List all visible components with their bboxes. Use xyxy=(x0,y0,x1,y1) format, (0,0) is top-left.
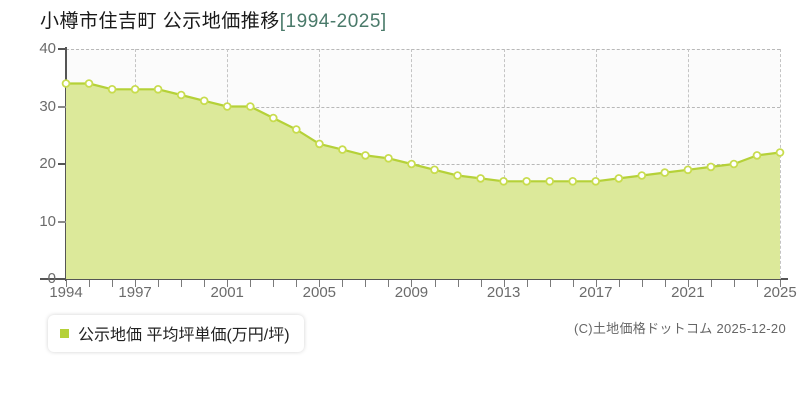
x-axis-tick xyxy=(158,280,160,287)
x-axis-label: 1994 xyxy=(49,284,83,301)
gridline-vertical xyxy=(411,49,413,279)
x-axis-tick xyxy=(204,280,206,287)
gridline-horizontal xyxy=(66,221,780,223)
x-axis-tick xyxy=(664,280,666,287)
y-axis-tick xyxy=(58,48,67,50)
x-axis-tick xyxy=(66,280,67,287)
x-axis-tick xyxy=(89,280,91,287)
x-axis-tick xyxy=(457,280,459,287)
x-axis-tick xyxy=(710,280,712,287)
x-axis-tick xyxy=(756,280,758,287)
x-axis-line xyxy=(40,278,788,280)
gridline-vertical xyxy=(595,49,597,279)
gridline-vertical xyxy=(780,49,781,279)
x-axis-label: 2009 xyxy=(394,284,429,301)
legend-label: 公示地価 平均坪単価(万円/坪) xyxy=(78,327,290,344)
x-axis-tick xyxy=(618,280,620,287)
chart-title-main: 小樽市住吉町 公示地価推移 xyxy=(40,11,280,32)
gridline-vertical xyxy=(503,49,505,279)
x-axis-tick xyxy=(526,280,528,287)
x-axis-tick xyxy=(780,280,781,287)
x-axis-tick xyxy=(112,280,114,287)
chart-title: 小樽市住吉町 公示地価推移[1994-2025] xyxy=(40,6,387,33)
y-axis-label: 20 xyxy=(39,155,56,172)
x-axis-label: 2021 xyxy=(671,284,705,301)
x-axis-tick xyxy=(641,280,643,287)
x-axis-label: 1997 xyxy=(118,284,152,301)
x-axis-label: 2013 xyxy=(486,284,521,301)
x-axis-tick xyxy=(365,280,367,287)
y-axis-label: 30 xyxy=(39,97,56,115)
gridline-vertical xyxy=(135,49,137,279)
y-axis-label: 10 xyxy=(39,212,56,230)
x-axis-tick xyxy=(250,280,252,287)
gridline-vertical xyxy=(687,49,689,279)
y-axis-label: 0 xyxy=(47,270,56,287)
x-axis-label: 2001 xyxy=(210,284,244,301)
chart-title-range: [1994-2025] xyxy=(279,11,387,32)
x-axis-tick xyxy=(273,280,275,287)
legend: 公示地価 平均坪単価(万円/坪) xyxy=(48,315,304,352)
x-axis-tick xyxy=(296,280,298,287)
gridline-horizontal xyxy=(66,164,780,165)
x-axis-label: 2025 xyxy=(763,284,797,301)
x-axis-tick xyxy=(572,280,574,287)
x-axis-tick xyxy=(227,280,229,287)
x-axis-tick xyxy=(411,280,413,287)
copyright-notice: (C)土地価格ドットコム 2025-12-20 xyxy=(573,321,786,336)
x-axis-tick xyxy=(480,280,482,287)
x-axis-tick xyxy=(434,280,436,287)
x-axis-tick xyxy=(181,280,183,287)
y-axis-tick xyxy=(58,105,67,108)
gridline-vertical xyxy=(227,49,229,279)
legend-swatch-icon xyxy=(60,328,69,338)
gridline-vertical xyxy=(319,49,321,279)
x-axis-tick xyxy=(503,280,505,287)
x-axis-tick xyxy=(687,280,689,287)
gridline-horizontal xyxy=(66,106,780,108)
x-axis-tick xyxy=(595,280,597,287)
x-axis-label: 2017 xyxy=(579,284,613,301)
x-axis-tick xyxy=(549,280,551,287)
y-axis-label: 40 xyxy=(39,40,56,57)
y-axis-tick xyxy=(58,220,67,223)
x-axis-tick xyxy=(388,280,390,287)
x-axis-label: 2005 xyxy=(302,284,337,301)
x-axis-tick xyxy=(135,280,137,287)
y-axis-tick xyxy=(58,163,67,165)
x-axis-tick xyxy=(342,280,344,287)
gridline-horizontal xyxy=(66,49,780,50)
y-axis-tick xyxy=(58,278,67,280)
x-axis-tick xyxy=(319,280,321,287)
x-axis-tick xyxy=(733,280,735,287)
